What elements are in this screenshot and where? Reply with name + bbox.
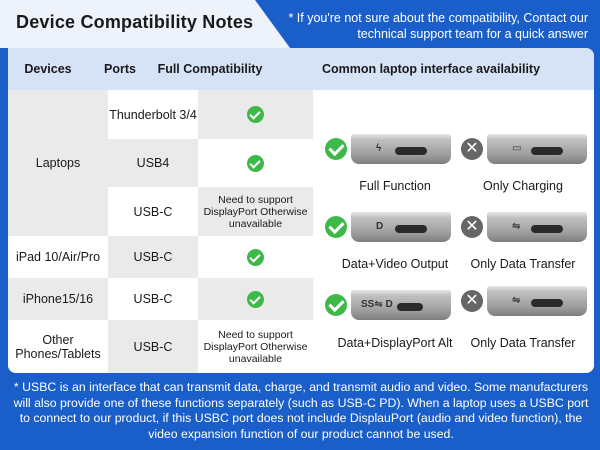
laptop-port-image: ⇋ — [487, 286, 587, 316]
laptop-port-image: SS⇋ D — [351, 290, 451, 320]
caption-only-charging: Only Charging — [483, 179, 563, 193]
title-tab: Device Compatibility Notes — [0, 0, 290, 48]
header-ports: Ports — [104, 62, 136, 76]
compat-iphone — [198, 278, 313, 320]
check-icon — [247, 290, 264, 308]
caption-only-data-1: Only Data Transfer — [470, 257, 576, 271]
caption-data-displayport: Data+DisplayPort Alt — [337, 336, 453, 350]
port-usbc: USB-C — [108, 187, 198, 236]
compat-usb4 — [198, 139, 313, 187]
header-devices: Devices — [24, 62, 72, 76]
cross-icon: ✕ — [461, 138, 483, 160]
device-table: Laptops Thunderbolt 3/4 USB4 USB-C Need … — [8, 90, 313, 373]
caption-data-video: Data+Video Output — [341, 257, 449, 271]
laptop-port-image: ▭ — [487, 134, 587, 164]
charge-icon: ▭ — [512, 143, 522, 154]
table-header: Devices Ports Full Compatibility Common … — [8, 48, 594, 90]
thunderbolt-icon: ϟ — [376, 143, 382, 154]
usbc-footnote: * USBC is an interface that can transmit… — [13, 380, 589, 441]
port-thunderbolt: Thunderbolt 3/4 — [108, 90, 198, 139]
usb-icon: ⇋ — [512, 221, 521, 232]
port-usb4: USB4 — [108, 139, 198, 187]
support-note: * If you're not sure about the compatibi… — [288, 11, 588, 41]
laptop-port-image: ⇋ — [487, 212, 587, 242]
caption-only-data-2: Only Data Transfer — [470, 336, 576, 350]
port-ipad: USB-C — [108, 236, 198, 278]
header-common-interface: Common laptop interface availability — [321, 62, 541, 76]
device-other: Other Phones/Tablets — [8, 320, 108, 373]
port-other: USB-C — [108, 320, 198, 373]
displayport-icon: D — [376, 221, 384, 232]
compat-thunderbolt — [198, 90, 313, 139]
caption-full-function: Full Function — [359, 179, 431, 193]
check-icon — [325, 216, 347, 238]
compatibility-panel: Devices Ports Full Compatibility Common … — [8, 48, 594, 373]
laptop-port-image: ϟ — [351, 134, 451, 164]
check-icon — [247, 154, 264, 172]
check-icon — [325, 294, 347, 316]
header-full-compatibility: Full Compatibility — [157, 62, 263, 76]
check-icon — [325, 138, 347, 160]
interface-grid: ϟ ✕ ▭ Full Function Only Charging D ✕ ⇋ … — [313, 90, 594, 373]
port-iphone: USB-C — [108, 278, 198, 320]
cross-icon: ✕ — [461, 216, 483, 238]
compat-ipad — [198, 236, 313, 278]
check-icon — [247, 106, 264, 123]
compat-usbc-note: Need to support DisplayPort Otherwise un… — [198, 187, 313, 236]
laptop-port-image: D — [351, 212, 451, 242]
compat-other-note: Need to support DisplayPort Otherwise un… — [198, 320, 313, 373]
page-title: Device Compatibility Notes — [16, 12, 254, 32]
superspeed-displayport-icon: SS⇋ D — [361, 299, 393, 310]
device-ipad: iPad 10/Air/Pro — [8, 236, 108, 278]
cross-icon: ✕ — [461, 290, 483, 312]
usb-icon: ⇋ — [512, 295, 521, 306]
check-icon — [247, 248, 264, 266]
device-iphone: iPhone15/16 — [8, 278, 108, 320]
device-laptops: Laptops — [8, 90, 108, 236]
